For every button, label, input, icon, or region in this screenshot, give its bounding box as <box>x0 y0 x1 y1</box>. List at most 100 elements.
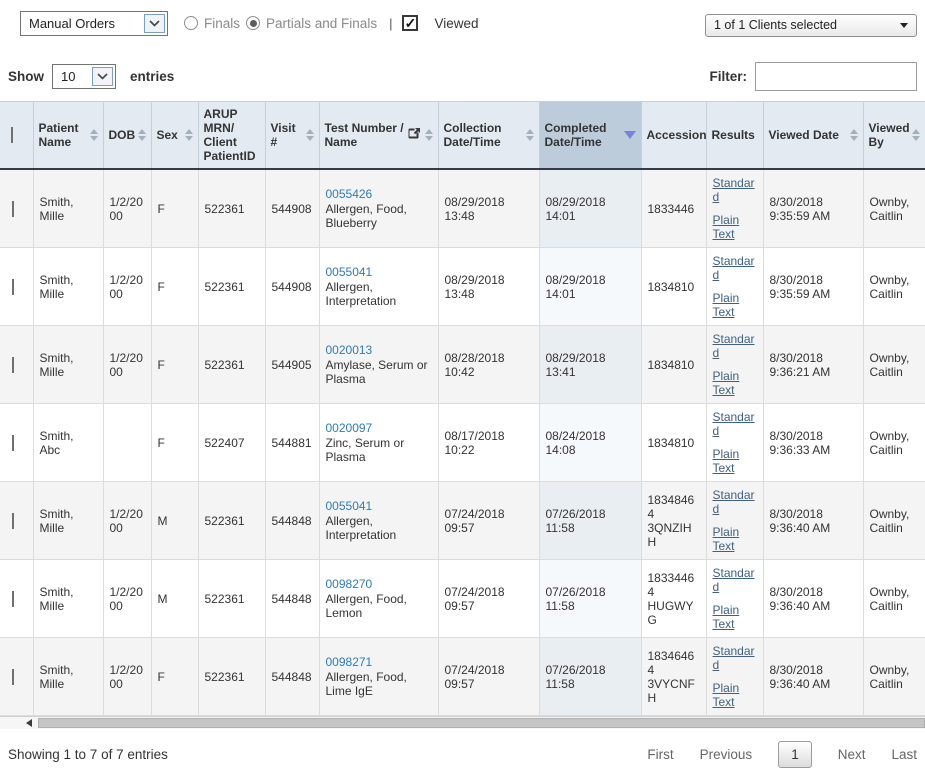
standard-result-link[interactable]: Standard <box>712 410 755 438</box>
dob-cell: 1/2/2000 <box>102 481 151 560</box>
table-controls: Show 10 entries Filter: <box>0 38 925 101</box>
row-checkbox[interactable] <box>12 200 14 217</box>
mrn-cell: 522361 <box>197 559 265 638</box>
test-name-text: Zinc, Serum or Plasma <box>325 436 405 464</box>
row-checkbox[interactable] <box>12 356 14 373</box>
table-row: Smith, Mille 1/2/2000 F 522361 544905 0020013… <box>0 325 925 404</box>
show-label: Show <box>8 69 44 84</box>
row-select-cell <box>0 559 33 638</box>
standard-result-link[interactable]: Standard <box>712 566 755 594</box>
standard-result-link[interactable]: Standard <box>712 644 755 672</box>
column-header-patient[interactable]: Patient Name <box>32 101 103 170</box>
patient-name-cell: Smith, Mille <box>32 325 103 404</box>
partials-and-finals-radio[interactable] <box>246 16 261 30</box>
column-header-test[interactable]: Test Number / Name <box>318 101 438 170</box>
viewed-checkbox-label: Viewed <box>434 15 479 31</box>
test-number-link[interactable]: 0020097 <box>325 421 373 435</box>
column-header-viewed_by[interactable]: Viewed By <box>862 101 925 170</box>
column-header-collection[interactable]: Collection Date/Time <box>437 101 539 170</box>
test-number-link[interactable]: 0020013 <box>325 343 373 357</box>
test-name-text: Amylase, Serum or Plasma <box>325 358 428 386</box>
column-header-completed[interactable]: Completed Date/Time <box>538 101 641 170</box>
pagination: First Previous 1 Next Last <box>647 741 917 768</box>
viewed-date-cell: 8/30/2018 9:35:59 AM <box>762 169 863 248</box>
sort-icon <box>525 129 534 141</box>
column-header-label: ARUP MRN/ Client PatientID <box>203 107 256 163</box>
select-all-header <box>0 101 33 170</box>
row-select-cell <box>0 325 33 404</box>
pagination-previous[interactable]: Previous <box>699 747 753 762</box>
standard-result-link[interactable]: Standard <box>712 254 755 282</box>
horizontal-scrollbar[interactable] <box>0 716 925 729</box>
test-number-link[interactable]: 0098271 <box>325 655 373 669</box>
test-number-link[interactable]: 0098270 <box>325 577 373 591</box>
sex-cell: M <box>150 481 198 560</box>
viewed-checkbox[interactable]: ✓ <box>402 15 419 31</box>
test-name-text: Allergen, Interpretation <box>325 514 397 542</box>
accession-cell: 1834810 <box>640 325 706 404</box>
test-name-text: Allergen, Food, Lemon <box>325 592 407 620</box>
row-checkbox[interactable] <box>12 590 14 607</box>
row-checkbox[interactable] <box>12 668 14 685</box>
column-header-label: Visit # <box>270 121 296 149</box>
scrollbar-thumb[interactable] <box>38 718 925 728</box>
standard-result-link[interactable]: Standard <box>712 488 755 516</box>
plain-text-result-link[interactable]: Plain Text <box>712 369 740 397</box>
chevron-down-icon <box>92 67 113 86</box>
row-checkbox[interactable] <box>12 278 14 295</box>
plain-text-result-link[interactable]: Plain Text <box>712 447 740 475</box>
results-cell: Standard Plain Text <box>705 325 763 404</box>
chevron-down-icon <box>144 13 165 33</box>
visit-cell: 544908 <box>264 169 319 248</box>
pagination-first[interactable]: First <box>647 747 674 762</box>
pagination-next[interactable]: Next <box>837 747 866 762</box>
plain-text-result-link[interactable]: Plain Text <box>712 291 740 319</box>
finals-radio[interactable] <box>184 16 198 30</box>
table-row: Smith, Mille 1/2/2000 F 522361 544908 0055041… <box>0 247 925 326</box>
column-header-dob[interactable]: DOB <box>102 101 151 170</box>
row-checkbox[interactable] <box>12 512 14 529</box>
test-number-link[interactable]: 0055041 <box>325 499 373 513</box>
plain-text-result-link[interactable]: Plain Text <box>712 525 740 553</box>
column-header-viewed_date[interactable]: Viewed Date <box>762 101 863 170</box>
column-header-label: Patient Name <box>38 121 79 149</box>
sort-icon <box>912 129 920 141</box>
pagination-last[interactable]: Last <box>891 747 917 762</box>
row-checkbox[interactable] <box>12 434 14 451</box>
standard-result-link[interactable]: Standard <box>712 176 755 204</box>
top-toolbar: Manual Orders Finals Partials and Finals… <box>0 0 925 38</box>
column-header-visit[interactable]: Visit # <box>264 101 319 170</box>
table-body: Smith, Mille 1/2/2000 F 522361 544908 0055426… <box>0 169 925 716</box>
column-header-sex[interactable]: Sex <box>150 101 198 170</box>
viewed-date-cell: 8/30/2018 9:35:59 AM <box>762 247 863 326</box>
plain-text-result-link[interactable]: Plain Text <box>712 681 740 709</box>
plain-text-result-link[interactable]: Plain Text <box>712 603 740 631</box>
table-row: Smith, Abc F 522407 544881 0020097 Zinc, Seru… <box>0 403 925 482</box>
clients-dropdown[interactable]: 1 of 1 Clients selected <box>705 13 917 37</box>
sex-cell: M <box>150 559 198 638</box>
results-cell: Standard Plain Text <box>705 169 763 248</box>
column-header-label: Results <box>711 128 755 142</box>
entries-per-page-value: 10 <box>61 69 76 84</box>
viewed-by-cell: Ownby, Caitlin <box>862 325 925 404</box>
viewed-date-cell: 8/30/2018 9:36:40 AM <box>762 481 863 560</box>
column-header-label: Viewed Date <box>768 128 839 142</box>
standard-result-link[interactable]: Standard <box>712 332 755 360</box>
viewed-date-cell: 8/30/2018 9:36:40 AM <box>762 637 863 716</box>
external-link-icon <box>408 127 421 143</box>
test-number-link[interactable]: 0055426 <box>325 187 373 201</box>
collection-datetime-cell: 08/29/2018 13:48 <box>437 247 539 326</box>
plain-text-result-link[interactable]: Plain Text <box>712 213 740 241</box>
pagination-current-page[interactable]: 1 <box>778 741 812 768</box>
order-type-select[interactable]: Manual Orders <box>20 10 168 36</box>
patient-name-cell: Smith, Mille <box>32 481 103 560</box>
entries-per-page-select[interactable]: 10 <box>52 64 116 89</box>
accession-cell: 1833446 <box>640 169 706 248</box>
select-all-checkbox[interactable] <box>11 127 13 143</box>
clients-dropdown-value: 1 of 1 Clients selected <box>714 18 837 32</box>
column-header-label: Sex <box>156 128 178 142</box>
scroll-left-arrow-icon[interactable] <box>26 719 32 727</box>
column-header-label: DOB <box>108 128 136 142</box>
test-number-link[interactable]: 0055041 <box>325 265 373 279</box>
filter-input[interactable] <box>755 62 917 91</box>
